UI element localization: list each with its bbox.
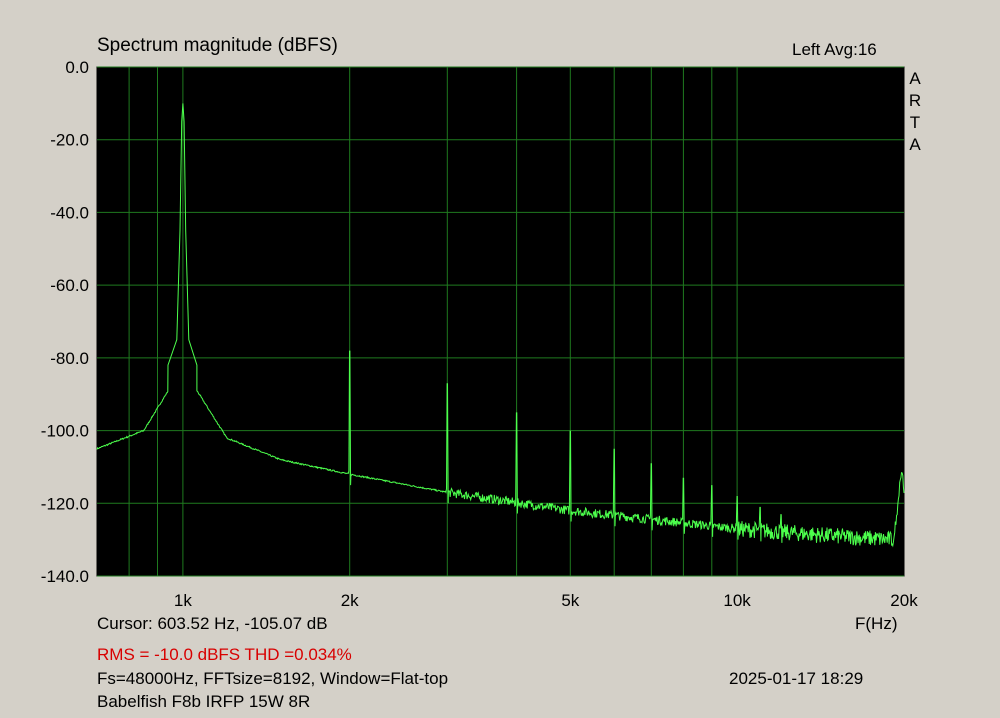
cursor-readout: Cursor: 603.52 Hz, -105.07 dB xyxy=(97,614,328,633)
brand-letter: A xyxy=(909,69,921,88)
spectrum-trace xyxy=(96,103,905,548)
measurement-datetime: 2025-01-17 18:29 xyxy=(729,669,864,688)
y-tick-label: 0.0 xyxy=(65,58,89,77)
x-axis-unit-label: F(Hz) xyxy=(855,614,898,633)
plot-area[interactable] xyxy=(96,66,905,577)
rms-thd-readout: RMS = -10.0 dBFS THD =0.034% xyxy=(97,645,352,664)
grid-lines xyxy=(97,66,904,577)
y-tick-label: -40.0 xyxy=(50,203,89,222)
y-tick-label: -20.0 xyxy=(50,131,89,150)
brand-letter: R xyxy=(908,91,922,110)
y-tick-label: -80.0 xyxy=(50,349,89,368)
y-tick-label: -100.0 xyxy=(41,422,89,441)
y-tick-label: -60.0 xyxy=(50,276,89,295)
y-axis-ticks: 0.0 -20.0 -40.0 -60.0 -80.0 -100.0 -120.0 -140.… xyxy=(41,58,89,586)
x-tick-label: 1k xyxy=(174,591,192,610)
x-tick-label: 10k xyxy=(723,591,751,610)
y-tick-label: -120.0 xyxy=(41,494,89,513)
arta-brand-vertical: A R T A xyxy=(907,68,923,156)
y-tick-label: -140.0 xyxy=(41,567,89,586)
brand-letter: A xyxy=(909,135,921,154)
channel-avg-label: Left Avg:16 xyxy=(792,40,877,59)
x-tick-label: 2k xyxy=(341,591,359,610)
analysis-settings: Fs=48000Hz, FFTsize=8192, Window=Flat-to… xyxy=(97,669,449,688)
device-under-test: Babelfish F8b IRFP 15W 8R xyxy=(97,692,311,711)
chart-title: Spectrum magnitude (dBFS) xyxy=(97,35,338,56)
brand-letter: T xyxy=(909,113,921,132)
x-tick-label: 20k xyxy=(890,591,918,610)
x-axis-ticks: 1k 2k 5k 10k 20k xyxy=(174,591,918,610)
x-tick-label: 5k xyxy=(561,591,579,610)
